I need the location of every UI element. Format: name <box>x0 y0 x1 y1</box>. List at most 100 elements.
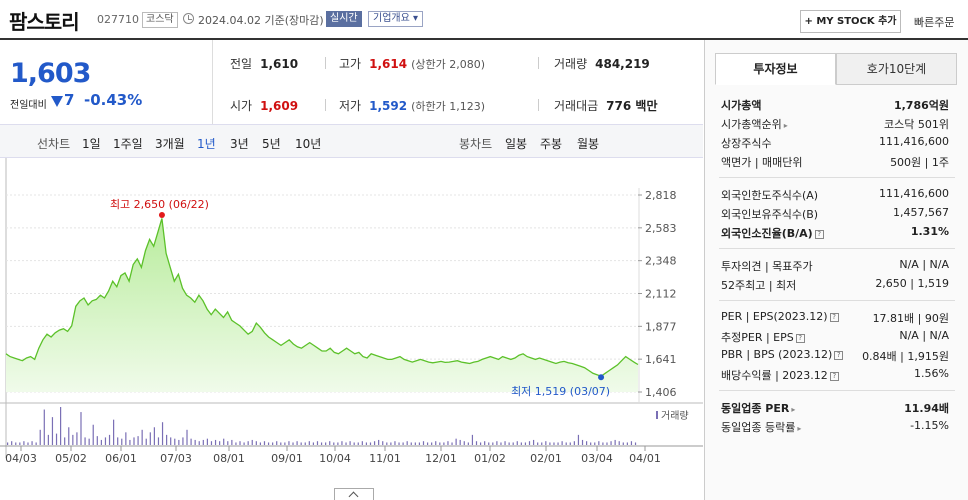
volume-bar <box>585 441 588 445</box>
volume-bar <box>280 442 282 445</box>
volume-bar <box>463 441 465 445</box>
price-change-pct: -0.43% <box>84 91 143 109</box>
volume-bar <box>186 429 188 445</box>
divider <box>719 248 955 249</box>
row-52week: 52주최고 | 최저 2,650 | 1,519 <box>721 277 949 292</box>
x-tick-label: 05/02 <box>55 452 87 465</box>
volume-bar <box>43 409 45 445</box>
x-tick-label: 08/01 <box>213 452 245 465</box>
volume-bar <box>202 439 204 445</box>
collapse-chart-button[interactable] <box>334 488 374 500</box>
arrow-right-icon: ▸ <box>797 424 802 433</box>
help-icon[interactable]: ? <box>829 371 839 381</box>
header-divider <box>0 38 968 40</box>
volume-bar <box>35 442 37 445</box>
volume-bar <box>157 437 160 445</box>
row-market-cap: 시가총액 1,786억원 <box>721 99 949 112</box>
candle-daily[interactable]: 일봉 <box>505 137 528 151</box>
volume-bar <box>532 439 535 445</box>
volume-bar <box>626 442 628 445</box>
volume-bar <box>259 442 261 445</box>
help-icon[interactable]: ? <box>834 350 844 360</box>
volume-bar <box>378 439 380 445</box>
price-area <box>6 218 638 392</box>
volume-bar <box>516 441 518 445</box>
divider <box>325 99 326 111</box>
help-icon[interactable]: ? <box>829 312 839 322</box>
volume-bar <box>27 442 29 445</box>
volume-bar <box>23 441 25 445</box>
period-1y[interactable]: 1년 <box>197 137 216 151</box>
company-name: 팜스토리 <box>9 10 80 34</box>
arrow-right-icon: ▸ <box>791 405 796 414</box>
x-tick-label: 06/01 <box>105 452 137 465</box>
volume-bar <box>96 436 98 445</box>
volume-bar <box>161 422 164 445</box>
divider <box>538 57 539 69</box>
period-1w[interactable]: 1주일 <box>113 137 143 151</box>
quick-order-link[interactable]: 빠른주문 <box>914 16 955 29</box>
price-change: 7 <box>64 91 75 109</box>
period-5y[interactable]: 5년 <box>262 137 281 151</box>
row-pbr: PBR | BPS (2023.12)? 0.84배 | 1,915원 <box>721 348 949 363</box>
period-1d[interactable]: 1일 <box>82 137 101 151</box>
candle-weekly[interactable]: 주봉 <box>540 137 563 151</box>
stat-volume: 거래량 484,219 <box>554 57 650 71</box>
help-icon[interactable]: ? <box>795 333 805 343</box>
volume-bar <box>520 442 522 445</box>
line-chart-label: 선차트 <box>37 137 71 151</box>
volume-bar <box>528 441 531 445</box>
tab-invest-info[interactable]: 투자정보 <box>715 53 836 85</box>
volume-bar <box>598 441 600 445</box>
volume-bar <box>137 436 139 445</box>
volume-bar <box>153 427 155 445</box>
volume-bar <box>435 441 437 445</box>
volume-bar <box>594 442 596 445</box>
realtime-button[interactable]: 실시간 <box>326 11 362 27</box>
period-10y[interactable]: 10년 <box>295 137 322 151</box>
volume-bar <box>488 442 490 445</box>
period-3y[interactable]: 3년 <box>230 137 249 151</box>
volume-bar <box>418 442 421 445</box>
volume-bar <box>357 442 359 445</box>
add-mystock-button[interactable]: + MY STOCK 추가 <box>800 10 901 33</box>
volume-bar <box>92 424 94 445</box>
row-foreign-limit: 외국인한도주식수(A) 111,416,600 <box>721 187 949 202</box>
volume-bar <box>614 439 616 445</box>
volume-bar <box>451 442 453 445</box>
volume-bar <box>206 438 208 445</box>
row-dividend: 배당수익률 | 2023.12? 1.56% <box>721 367 949 382</box>
volume-bar <box>398 442 400 445</box>
help-icon[interactable]: ? <box>814 229 824 239</box>
volume-bar <box>267 442 270 445</box>
x-tick-label: 03/04 <box>581 452 613 465</box>
volume-bar <box>459 439 461 445</box>
row-cap-rank[interactable]: 시가총액순위 ▸ 코스닥 501위 <box>721 118 949 131</box>
row-industry-rate[interactable]: 동일업종 등락률 ▸ -1.15% <box>721 419 949 434</box>
row-shares: 상장주식수 111,416,600 <box>721 135 949 150</box>
tab-orderbook[interactable]: 호가10단계 <box>836 53 957 85</box>
volume-bar <box>51 417 54 445</box>
volume-bar <box>553 442 555 445</box>
volume-bar <box>219 441 221 445</box>
row-industry-per[interactable]: 동일업종 PER ▸ 11.94배 <box>721 402 949 415</box>
volume-bar <box>76 432 78 445</box>
row-foreign-ratio: 외국인소진율(B/A)? 1.31% <box>721 225 949 240</box>
volume-bar <box>431 442 433 445</box>
volume-bar <box>414 442 416 445</box>
volume-bar <box>231 439 233 445</box>
volume-bar <box>255 441 257 445</box>
volume-bar <box>634 442 637 445</box>
volume-legend-swatch <box>656 411 658 419</box>
market-badge: 코스닥 <box>142 12 178 28</box>
volume-bar <box>68 427 70 445</box>
volume-bar <box>426 442 429 445</box>
volume-bar <box>537 442 539 445</box>
company-info-dropdown[interactable]: 기업개요 ▾ <box>368 11 423 27</box>
period-3m[interactable]: 3개월 <box>155 137 185 151</box>
volume-bar <box>214 439 217 445</box>
volume-bar <box>7 442 9 445</box>
price-chart[interactable]: 2,818 2,583 2,348 2,112 1,877 1,641 1,406 최고 2,… <box>0 158 703 500</box>
candle-monthly[interactable]: 월봉 <box>577 137 600 151</box>
volume-bar <box>288 441 290 445</box>
